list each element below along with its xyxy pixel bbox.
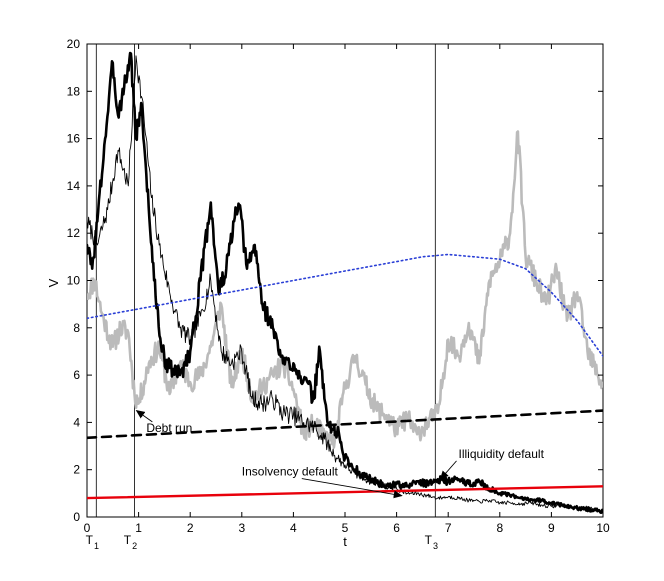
time-marker-subscript: 3 xyxy=(433,541,438,551)
y-tick-label: 8 xyxy=(73,321,80,335)
series-line-5 xyxy=(87,409,603,440)
x-tick-label: 8 xyxy=(496,521,503,535)
x-tick-label: 1 xyxy=(135,521,142,535)
time-marker-label: T1 xyxy=(86,533,99,551)
annotation-label: Insolvency default xyxy=(242,465,339,479)
series-line-3 xyxy=(87,51,603,514)
annotation-arrow xyxy=(135,409,153,423)
annotations: Debt run Insolvency default Illiquidity de… xyxy=(135,409,545,499)
time-marker-label: T3 xyxy=(425,533,438,551)
y-axis-label: V xyxy=(46,278,61,287)
x-tick-label: 7 xyxy=(445,521,452,535)
x-tick-label: 5 xyxy=(342,521,349,535)
annotation-arrow xyxy=(301,478,403,499)
y-tick-label: 6 xyxy=(73,368,80,382)
series-layer xyxy=(87,51,603,514)
time-marker-subscript: 1 xyxy=(94,541,99,551)
x-tick-label: 6 xyxy=(393,521,400,535)
annotation-arrow xyxy=(439,460,457,480)
x-tick-label: 2 xyxy=(187,521,194,535)
annotation-label: Illiquidity default xyxy=(459,447,545,461)
time-marker-subscript: 2 xyxy=(132,541,137,551)
y-tick-label: 14 xyxy=(67,179,81,193)
time-marker-label: T2 xyxy=(124,533,137,551)
y-tick-label: 0 xyxy=(73,510,80,524)
x-tick-label: 10 xyxy=(596,521,610,535)
y-tick-label: 12 xyxy=(67,226,81,240)
y-tick-label: 18 xyxy=(67,84,81,98)
y-tick-label: 20 xyxy=(67,37,81,51)
plot-frame xyxy=(86,43,604,518)
x-tick-label: 3 xyxy=(238,521,245,535)
series-line-4 xyxy=(87,253,603,357)
x-tick-label: 0 xyxy=(84,521,91,535)
y-tick-label: 4 xyxy=(73,415,80,429)
x-axis-label: t xyxy=(343,534,347,549)
x-tick-label: 4 xyxy=(290,521,297,535)
y-tick-label: 10 xyxy=(67,274,81,288)
series-line-1 xyxy=(87,130,603,449)
annotation-label: Debt run xyxy=(146,421,192,435)
y-tick-label: 2 xyxy=(73,463,80,477)
series-line-6 xyxy=(87,485,603,500)
y-tick-label: 16 xyxy=(67,132,81,146)
x-tick-label: 9 xyxy=(548,521,555,535)
